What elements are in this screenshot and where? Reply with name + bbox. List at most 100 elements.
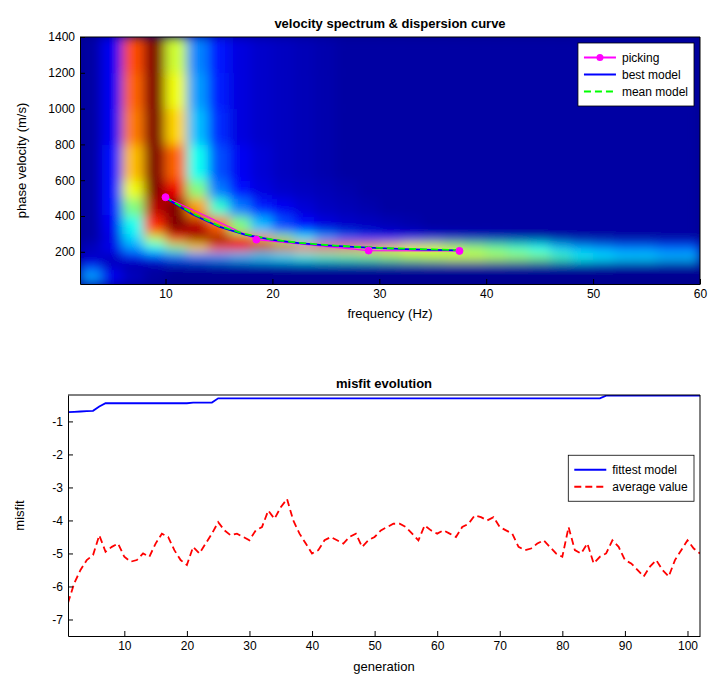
heatmap-cell	[614, 216, 635, 234]
heatmap-cell	[101, 234, 122, 243]
heatmap-cell	[679, 144, 700, 180]
heatmap-cell	[550, 198, 571, 216]
tick-mark	[68, 520, 73, 521]
tick: -6	[52, 580, 73, 594]
heatmap-cell	[187, 144, 208, 180]
heatmap-cell	[550, 180, 571, 198]
tick-label: 600	[55, 174, 75, 188]
heatmap-cell	[614, 243, 635, 252]
heatmap-cell	[550, 234, 571, 243]
tick-mark	[68, 553, 73, 554]
heatmap-cell	[550, 243, 571, 252]
chart-title: velocity spectrum & dispersion curve	[274, 16, 505, 31]
heatmap-cell	[401, 252, 422, 261]
heatmap-cell	[422, 234, 443, 243]
heatmap-cell	[657, 252, 678, 261]
heatmap-cell	[443, 180, 464, 198]
tick-label: 70	[494, 639, 508, 653]
heatmap-cell	[636, 234, 657, 243]
heatmap-cell	[550, 261, 571, 270]
heatmap-cell	[80, 252, 101, 261]
heatmap-cell	[230, 180, 251, 198]
tick-label: 800	[55, 138, 75, 152]
heatmap-cell	[123, 144, 144, 180]
tick-label: 30	[373, 287, 387, 301]
heatmap-cell	[443, 109, 464, 145]
tick: 400	[55, 209, 85, 223]
heatmap-cell	[358, 234, 379, 243]
heatmap-cell	[294, 261, 315, 270]
tick: 50	[587, 279, 601, 301]
heatmap-cell	[337, 73, 358, 109]
tick-label: -1	[52, 415, 63, 429]
heatmap-cell	[358, 73, 379, 109]
heatmap-cell	[80, 73, 101, 109]
heatmap-cell	[508, 243, 529, 252]
heatmap-cell	[679, 261, 700, 270]
heatmap-cell	[614, 198, 635, 216]
tick: 30	[373, 279, 387, 301]
y-axis: -7-6-5-4-3-2-1	[52, 396, 73, 637]
heatmap-cell	[379, 144, 400, 180]
heatmap-cell	[379, 198, 400, 216]
tick: 10	[159, 279, 173, 301]
heatmap-cell	[465, 109, 486, 145]
heatmap-cell	[508, 144, 529, 180]
heatmap-cell	[679, 234, 700, 243]
heatmap-cell	[572, 252, 593, 261]
heatmap-cell	[401, 109, 422, 145]
y-axis-title: misfit	[12, 500, 27, 531]
heatmap-cell	[272, 252, 293, 261]
heatmap-cell	[401, 234, 422, 243]
tick-mark	[68, 487, 73, 488]
legend-swatch	[574, 469, 606, 471]
heatmap-cell	[422, 144, 443, 180]
heatmap-cell	[550, 270, 571, 284]
tick: -5	[52, 547, 73, 561]
heatmap-cell	[123, 37, 144, 73]
heatmap-cell	[144, 73, 165, 109]
heatmap-cell	[294, 109, 315, 145]
tick-mark	[486, 279, 487, 284]
heatmap-cell	[657, 243, 678, 252]
heatmap-cell	[337, 234, 358, 243]
heatmap-cell	[251, 180, 272, 198]
heatmap-cell	[422, 216, 443, 234]
heatmap-cell	[401, 180, 422, 198]
heatmap-cell	[614, 180, 635, 198]
heatmap-cell	[379, 252, 400, 261]
heatmap-cell	[508, 270, 529, 284]
heatmap-cell	[230, 243, 251, 252]
tick: -7	[52, 613, 73, 627]
heatmap-cell	[294, 234, 315, 243]
heatmap-cell	[614, 252, 635, 261]
heatmap-cell	[315, 37, 336, 73]
legend-label: mean model	[622, 85, 688, 99]
heatmap-cell	[572, 261, 593, 270]
heatmap-cell	[337, 216, 358, 234]
tick-mark	[249, 631, 250, 636]
tick: 20	[266, 279, 280, 301]
heatmap-cell	[636, 198, 657, 216]
heatmap-cell	[144, 198, 165, 216]
heatmap-cell	[337, 144, 358, 180]
heatmap-cell	[251, 109, 272, 145]
heatmap-cell	[422, 261, 443, 270]
heatmap-cell	[80, 180, 101, 198]
series-line	[166, 198, 460, 250]
tick-label: 400	[55, 209, 75, 223]
frame-right	[700, 395, 701, 636]
heatmap-cell	[80, 37, 101, 73]
heatmap-cell	[529, 180, 550, 198]
heatmap-cell	[80, 234, 101, 243]
tick-label: 20	[266, 287, 280, 301]
heatmap-cell	[679, 270, 700, 284]
series-line	[166, 197, 460, 250]
heatmap-cell	[144, 243, 165, 252]
x-axis-line	[81, 284, 701, 285]
legend-marker	[596, 54, 603, 61]
heatmap-cell	[294, 198, 315, 216]
heatmap-cell	[443, 216, 464, 234]
heatmap-cell	[358, 216, 379, 234]
heatmap-cell	[294, 180, 315, 198]
